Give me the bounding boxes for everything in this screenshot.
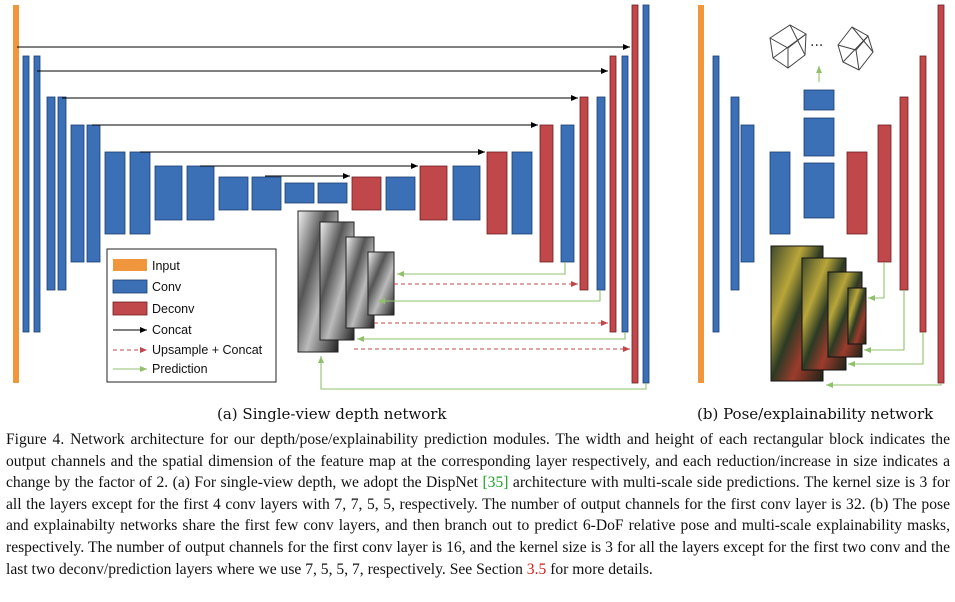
input-block <box>698 5 704 383</box>
pose-branch-convs <box>803 89 835 219</box>
legend-item-deconv: Deconv <box>112 301 195 316</box>
legend-item-input: Input <box>113 259 180 273</box>
pose-encoder-convs <box>712 55 791 333</box>
depth-prediction-maps <box>297 210 395 353</box>
legend-item-conv: Conv <box>112 279 182 294</box>
concat-arrows <box>17 44 630 179</box>
ellipsis-icon: ··· <box>810 38 823 54</box>
caption-text: architecture with multi-scale side predi… <box>6 474 950 578</box>
decoder-blocks <box>351 4 650 384</box>
legend-label: Input <box>152 259 180 273</box>
legend-label: Concat <box>152 323 192 337</box>
legend-label: Prediction <box>152 362 208 376</box>
orange-swatch-icon <box>113 259 147 271</box>
legend-label: Conv <box>152 280 182 294</box>
figure-caption: Figure 4. Network architecture for our d… <box>6 429 950 580</box>
subcaption-a: (a) Single-view depth network <box>217 405 447 423</box>
pose-decoder-blocks <box>846 4 945 384</box>
red-swatch-icon <box>112 301 148 316</box>
legend: Input Conv Deconv Concat Upsample + Conc… <box>106 248 277 383</box>
camera-pose-icon <box>769 24 807 69</box>
legend-label: Deconv <box>152 302 195 316</box>
encoder-convs <box>22 55 348 333</box>
section-link[interactable]: 3.5 <box>526 560 547 578</box>
upsample-arrows <box>354 281 630 352</box>
legend-item-prediction: Prediction <box>113 362 208 376</box>
subcaption-b: (b) Pose/explainability network <box>697 405 934 423</box>
legend-item-upsample: Upsample + Concat <box>113 343 263 357</box>
prediction-arrows <box>318 262 647 390</box>
explainability-masks <box>770 245 867 382</box>
caption-text: Figure 4. Network architecture for our d… <box>6 431 950 492</box>
depth-network: Input Conv Deconv Concat Upsample + Conc… <box>13 4 650 390</box>
citation-link[interactable]: [35] <box>482 474 509 492</box>
caption-text: for more details. <box>546 560 653 578</box>
input-block <box>13 5 19 383</box>
camera-pose-icon <box>837 26 874 71</box>
architecture-figure: Input Conv Deconv Concat Upsample + Conc… <box>13 4 945 390</box>
legend-item-concat: Concat <box>113 323 192 337</box>
pose-prediction-arrows <box>826 262 942 388</box>
blue-swatch-icon <box>112 279 148 294</box>
pose-network: ··· <box>698 4 945 388</box>
legend-label: Upsample + Concat <box>152 343 263 357</box>
